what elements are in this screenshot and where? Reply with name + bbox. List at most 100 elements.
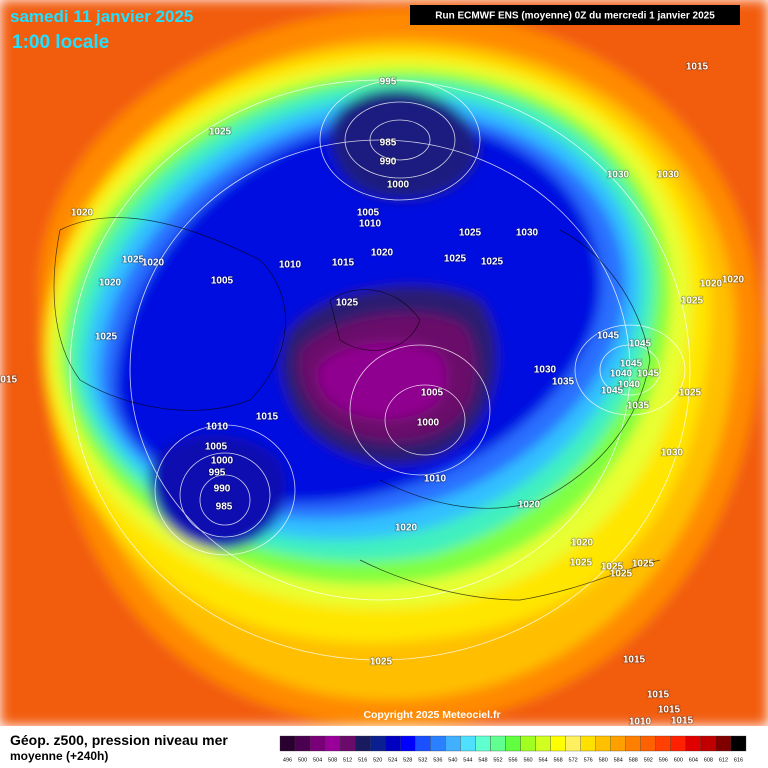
colorbar-label: 572 xyxy=(569,757,578,763)
color-swatch xyxy=(370,735,386,752)
color-swatch xyxy=(730,735,747,752)
pressure-label: 995 xyxy=(209,468,226,479)
colorbar-label: 592 xyxy=(644,757,653,763)
pressure-labels: 995 985 990 1000 1005 1010 1020 1015 1010 1005 102… xyxy=(0,61,745,729)
pressure-label: 1045 xyxy=(637,369,660,380)
color-swatch xyxy=(580,735,596,752)
pressure-label: 1035 xyxy=(627,401,650,412)
color-swatch xyxy=(355,735,371,752)
pressure-label: 1000 xyxy=(417,418,440,429)
pressure-label: 1030 xyxy=(607,170,630,181)
map-field xyxy=(0,0,768,726)
colorbar-label: 524 xyxy=(388,757,397,763)
date: samedi 11 janvier 2025 xyxy=(10,7,193,26)
color-swatch xyxy=(385,735,401,752)
colorbar-label: 580 xyxy=(599,757,608,763)
pressure-label: 1020 xyxy=(571,538,594,549)
color-swatch xyxy=(279,735,296,752)
colorbar-label: 552 xyxy=(493,757,502,763)
pressure-label: 995 xyxy=(380,77,397,88)
footer-title: Géop. z500, pression niveau mer xyxy=(10,732,228,748)
pressure-label: 1025 xyxy=(95,332,118,343)
pressure-label: 1020 xyxy=(142,258,165,269)
color-swatch xyxy=(460,735,476,752)
colorbar-label: 568 xyxy=(554,757,563,763)
pressure-label: 1040 xyxy=(618,380,641,391)
copyright: Copyright 2025 Meteociel.fr xyxy=(363,709,500,721)
colorbar-label: 520 xyxy=(373,757,382,763)
color-swatch xyxy=(339,735,356,752)
color-swatch xyxy=(535,735,551,752)
color-swatch xyxy=(294,735,311,752)
colorbar-label: 504 xyxy=(313,757,322,763)
pressure-label: 1020 xyxy=(371,248,394,259)
pressure-label: 1015 xyxy=(623,655,646,666)
color-swatch xyxy=(685,735,702,752)
pressure-label: 1015 xyxy=(671,716,694,727)
colorbar-label: 532 xyxy=(418,757,427,763)
color-swatch xyxy=(655,735,671,752)
pressure-label: 1020 xyxy=(71,208,94,219)
pressure-label: 1010 xyxy=(629,717,652,728)
time: 1:00 locale xyxy=(12,32,109,53)
colorbar-label: 528 xyxy=(403,757,412,763)
pressure-label: 1045 xyxy=(597,331,620,342)
pressure-label: 1025 xyxy=(481,257,504,268)
pressure-label: 1045 xyxy=(629,339,652,350)
pressure-label: 1025 xyxy=(570,558,593,569)
pressure-label: 1010 xyxy=(206,422,229,433)
colorbar-label: 560 xyxy=(523,757,532,763)
colorbar-label: 596 xyxy=(659,757,668,763)
color-swatch xyxy=(520,735,536,752)
color-swatch xyxy=(309,735,326,752)
color-swatch xyxy=(625,735,641,752)
pressure-label: 1030 xyxy=(534,365,557,376)
pressure-label: 1045 xyxy=(620,359,643,370)
color-swatch xyxy=(505,735,521,752)
pressure-label: 985 xyxy=(216,502,233,513)
pressure-label: 1020 xyxy=(518,500,541,511)
pressure-label: 1015 xyxy=(256,412,279,423)
color-swatch xyxy=(324,735,341,752)
colorbar-label: 616 xyxy=(734,757,743,763)
pressure-label: 1025 xyxy=(610,569,633,580)
pressure-label: 1005 xyxy=(357,208,380,219)
colorbar-label: 548 xyxy=(478,757,487,763)
pressure-label: 990 xyxy=(380,157,397,168)
color-swatch xyxy=(550,735,566,752)
pressure-label: 1020 xyxy=(99,278,122,289)
pressure-label: 1005 xyxy=(421,388,444,399)
pressure-label: 1030 xyxy=(516,228,539,239)
pressure-label: 1040 xyxy=(610,369,633,380)
pressure-label: 1015 xyxy=(647,690,670,701)
colorbar-label: 496 xyxy=(283,757,292,763)
pressure-label: 1015 xyxy=(658,705,681,716)
pressure-label: 1010 xyxy=(279,260,302,271)
colorbar-label: 508 xyxy=(328,757,337,763)
footer-subtitle: moyenne (+240h) xyxy=(10,749,108,763)
run-info: Run ECMWF ENS (moyenne) 0Z du mercredi 1… xyxy=(435,11,715,22)
pressure-label: 990 xyxy=(214,484,231,495)
pressure-label: 985 xyxy=(380,138,397,149)
coastlines xyxy=(53,217,661,601)
pressure-label: 1020 xyxy=(722,275,745,286)
pressure-label: 1025 xyxy=(336,298,359,309)
pressure-label: 1010 xyxy=(424,474,447,485)
colorbar-label: 604 xyxy=(689,757,698,763)
pressure-label: 1015 xyxy=(332,258,355,269)
color-swatch xyxy=(700,735,717,752)
pressure-label: 1005 xyxy=(205,442,228,453)
pressure-label: 1045 xyxy=(601,386,624,397)
pressure-label: 1025 xyxy=(122,255,145,266)
pressure-label: 1000 xyxy=(387,180,410,191)
run-box xyxy=(410,5,740,25)
colorbar-label: 516 xyxy=(358,757,367,763)
pressure-label: 1025 xyxy=(601,562,624,573)
color-swatch xyxy=(715,735,732,752)
color-swatch xyxy=(610,735,626,752)
pressure-label: 1005 xyxy=(211,276,234,287)
color-swatch xyxy=(490,735,506,752)
pressure-label: 1025 xyxy=(370,657,393,668)
colorbar-label: 576 xyxy=(584,757,593,763)
